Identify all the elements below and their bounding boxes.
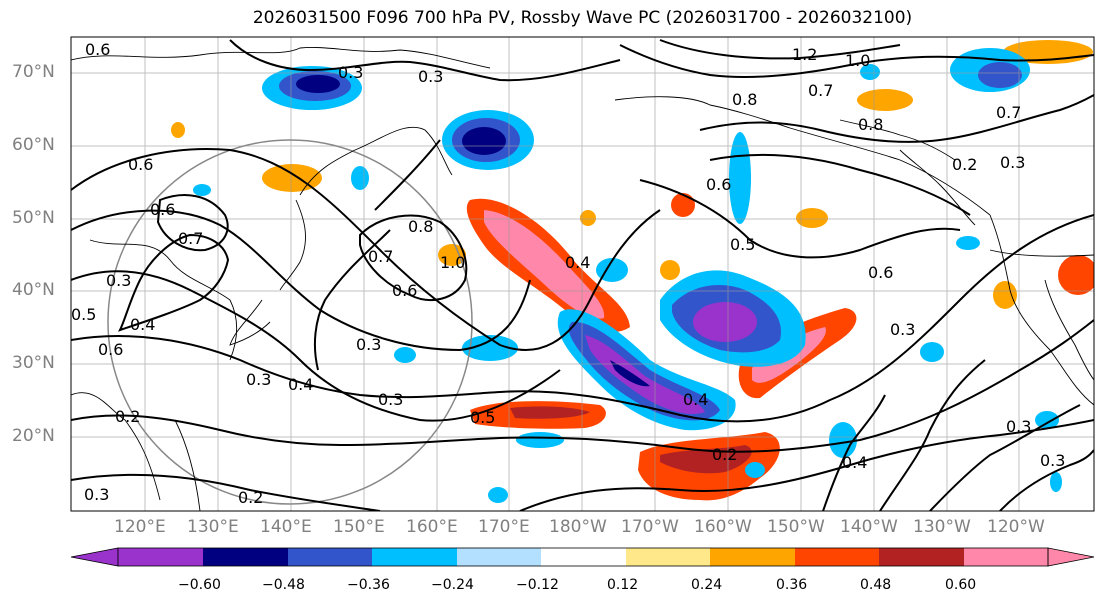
colorbar-swatch	[372, 548, 457, 566]
lon-label: 150°W	[767, 517, 825, 537]
contour-label: 0.3	[338, 63, 363, 82]
contour-label: 0.5	[71, 305, 96, 324]
coastlines	[71, 47, 1094, 511]
lon-label: 140°E	[260, 517, 312, 537]
colorbar-tick-label: 0.36	[776, 577, 808, 593]
colorbar-swatch	[710, 548, 795, 566]
contour-label: 0.6	[85, 40, 110, 59]
map-frame	[70, 36, 1095, 512]
contour-label: 0.2	[115, 407, 140, 426]
contour-label: 0.7	[368, 247, 393, 266]
colorbar-low-extend	[70, 547, 119, 567]
contour-label: 0.6	[868, 263, 893, 282]
colorbar-tick-label: 0.60	[945, 577, 977, 593]
pv-contours	[71, 39, 1094, 511]
pv-anomaly-shading	[171, 40, 1094, 503]
colorbar-swatch	[879, 548, 964, 566]
contour-label: 0.4	[130, 315, 155, 334]
lat-label: 30°N	[12, 353, 55, 373]
contour-label: 0.7	[808, 81, 833, 100]
colorbar-tick-label: −0.12	[516, 577, 559, 593]
colorbar-swatch	[203, 548, 288, 566]
contour-label: 0.2	[952, 155, 977, 174]
colorbar-tick-label: −0.60	[178, 577, 221, 593]
contour-label: 0.6	[706, 175, 731, 194]
contour-label: 0.8	[858, 115, 883, 134]
lon-label: 140°W	[840, 517, 898, 537]
lon-label: 170°W	[621, 517, 679, 537]
contour-label: 0.2	[238, 488, 263, 507]
colorbar-tick-label: 0.12	[607, 577, 639, 593]
colorbar-tick-label: 0.24	[691, 577, 723, 593]
contour-label: 0.3	[1000, 153, 1025, 172]
contour-label: 0.3	[356, 335, 381, 354]
colorbar-swatch	[118, 548, 203, 566]
colorbar-swatch	[626, 548, 710, 566]
colorbar-tick-label: −0.24	[431, 577, 474, 593]
contour-label: 1.0	[440, 253, 465, 272]
lon-label: 150°E	[333, 517, 385, 537]
map-title: 2026031500 F096 700 hPa PV, Rossby Wave …	[252, 8, 913, 28]
contour-label: 0.7	[178, 229, 203, 248]
contour-label: 0.3	[1006, 417, 1031, 436]
lon-label: 160°W	[694, 517, 752, 537]
contour-label: 0.5	[730, 235, 755, 254]
contour-label: 0.5	[470, 408, 495, 427]
contour-label: 0.4	[842, 453, 867, 472]
contour-label: 1.2	[792, 45, 817, 64]
contour-label: 0.6	[392, 281, 417, 300]
colorbar	[70, 547, 1095, 567]
lon-label: 180°W	[549, 517, 607, 537]
colorbar-tick-label: 0.48	[860, 577, 892, 593]
lon-label: 130°E	[187, 517, 239, 537]
colorbar-tick-label: −0.36	[347, 577, 390, 593]
contour-label: 0.2	[712, 445, 737, 464]
colorbar-swatch	[288, 548, 372, 566]
lon-label: 120°W	[987, 517, 1045, 537]
contour-label: 0.6	[128, 155, 153, 174]
colorbar-high-extend	[1047, 547, 1095, 567]
contour-label: 0.4	[288, 375, 313, 394]
lon-label: 160°E	[406, 517, 458, 537]
contour-label: 0.3	[84, 485, 109, 504]
colorbar-swatch	[964, 548, 1048, 566]
colorbar-tick-label: −0.48	[262, 577, 305, 593]
contour-label: 0.4	[565, 253, 590, 272]
colorbar-swatch	[541, 548, 626, 566]
contour-label: 0.3	[378, 390, 403, 409]
lon-label: 170°E	[478, 517, 530, 537]
lon-label: 130°W	[913, 517, 971, 537]
colorbar-swatch	[457, 548, 541, 566]
lat-label: 20°N	[12, 426, 55, 446]
range-circle	[107, 139, 473, 505]
contour-label: 0.3	[890, 320, 915, 339]
contour-labels: 0.6 0.3 0.3 1.2 1.0 0.7 0.8 0.8 0.7 0.2 …	[71, 40, 1065, 507]
contour-label: 0.8	[732, 90, 757, 109]
contour-label: 1.0	[845, 51, 870, 70]
map-plot-area: 0.6 0.3 0.3 1.2 1.0 0.7 0.8 0.8 0.7 0.2 …	[71, 37, 1094, 511]
lon-label: 120°E	[114, 517, 166, 537]
contour-label: 0.3	[246, 370, 271, 389]
colorbar-swatch	[795, 548, 879, 566]
lat-label: 60°N	[12, 135, 55, 155]
contour-label: 0.8	[408, 217, 433, 236]
lat-label: 50°N	[12, 208, 55, 228]
lat-label: 70°N	[12, 62, 55, 82]
contour-label: 0.6	[98, 340, 123, 359]
contour-label: 0.3	[106, 271, 131, 290]
contour-label: 0.6	[150, 200, 175, 219]
contour-label: 0.7	[996, 103, 1021, 122]
lat-label: 40°N	[12, 280, 55, 300]
contour-label: 0.3	[1040, 451, 1065, 470]
contour-label: 0.3	[418, 67, 443, 86]
contour-label: 0.4	[683, 390, 708, 409]
